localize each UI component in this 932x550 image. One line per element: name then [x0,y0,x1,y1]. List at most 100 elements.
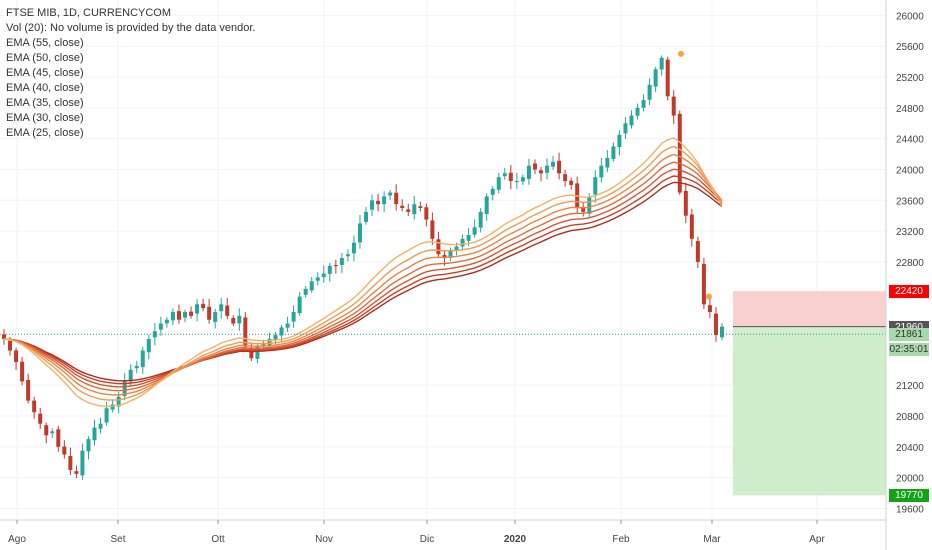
y-tick-label: 20000 [896,474,924,485]
candle-body [382,196,387,205]
y-tick-label: 24000 [896,165,924,176]
candle-body [279,327,284,336]
marker-bottom [706,293,712,300]
candle-body [472,227,477,235]
y-tick-label: 25200 [896,73,924,84]
candle-body [26,380,31,401]
candle-body [128,369,133,382]
reward-zone [733,326,886,496]
candle-body [50,431,55,434]
candle-body [237,315,242,324]
y-tick-label: 19600 [896,504,924,515]
candle-body [2,334,6,339]
x-tick-label: Apr [809,534,825,545]
candle-body [170,312,175,321]
candle-body [74,471,79,474]
candle-body [110,404,115,410]
candle-body [617,134,622,148]
candle-body [538,170,543,174]
legend-ema-55: EMA (55, close) [6,37,84,49]
candle-body [599,165,604,178]
candle-body [140,350,145,368]
candle-body [641,100,646,108]
candle-body [653,69,658,87]
candle-body [20,361,25,382]
candle-body [557,160,562,174]
ema-line-50 [3,175,723,385]
candle-body [430,220,435,239]
candle-body [321,273,326,278]
candle-body [502,173,507,177]
candle-body [225,305,230,316]
candle-body [333,265,338,267]
candle-body [454,246,459,251]
price-tag-prev: 21861 [889,328,929,342]
candle-body [720,326,724,338]
y-tick-label: 20400 [896,443,924,454]
x-tick-label: Mar [703,534,721,545]
x-tick-label: Dic [420,534,434,545]
candle-body [92,427,97,441]
x-tick-label: Set [110,534,125,545]
legend-title: FTSE MIB, 1D, CURRENCYCOM [6,7,172,19]
candle-body [526,165,531,179]
legend-ema-45: EMA (45, close) [6,67,84,79]
risk-zone [733,291,886,327]
candle-body [442,254,447,259]
y-tick-label: 25600 [896,42,924,53]
x-tick-label: Ago [8,534,26,545]
candle-body [424,207,429,220]
candle-body [339,258,344,265]
y-tick-label: 22800 [896,258,924,269]
candle-body [665,59,670,97]
candle-body [297,296,302,314]
candle-body [38,413,43,424]
candle-body [394,192,399,205]
candle-body [448,250,453,258]
candle-body [587,196,592,214]
marker-top [678,50,684,57]
candle-body [551,161,556,167]
candle-body [207,306,212,320]
candle-body [635,107,640,116]
candle-body [581,207,586,212]
candle-body [388,192,393,196]
candle-body [309,281,314,291]
candle-body [315,277,320,281]
candle-body [671,96,676,116]
candle-body [116,396,121,407]
candle-body [345,254,350,257]
candle-body [707,305,712,312]
candle-body [68,456,73,470]
legend-volume: Vol (20): No volume is provided by the d… [6,22,256,34]
chart-legend: FTSE MIB, 1D, CURRENCYCOM Vol (20): No v… [6,6,255,141]
legend-ema-30: EMA (30, close) [6,112,84,124]
candle-body [370,200,375,210]
candle-body [689,214,694,239]
candle-body [152,331,157,338]
candle-body [158,323,163,330]
candle-body [520,177,525,182]
candle-body [496,177,501,190]
candle-body [490,188,495,195]
candle-body [545,165,550,173]
candle-body [104,408,109,423]
y-tick-label: 24400 [896,135,924,146]
candle-body [563,174,568,182]
ema-line-30 [3,145,723,401]
candle-body [623,123,628,134]
candle-body [219,304,224,312]
candle-body [80,450,85,476]
candle-body [508,172,513,182]
candle-body [406,209,411,212]
legend-ema-50: EMA (50, close) [6,52,84,64]
candle-body [695,241,700,262]
y-tick-label: 23200 [896,227,924,238]
x-tick-label: 2020 [504,534,527,545]
legend-ema-40: EMA (40, close) [6,82,84,94]
legend-ema-25: EMA (25, close) [6,127,84,139]
candle-body [243,317,248,347]
candle-body [460,238,465,247]
candle-body [249,347,254,359]
